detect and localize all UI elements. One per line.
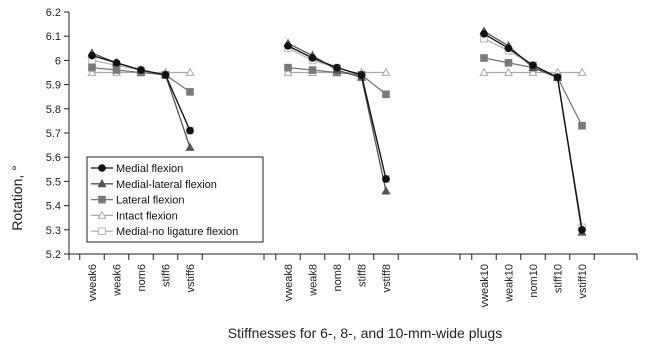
- point-intact-flexion-vweak8: [283, 67, 293, 76]
- point-lateral-flexion-vweak8: [284, 63, 292, 72]
- point-medial-flexion-vweak10: [480, 29, 488, 38]
- point-intact-flexion-vweak10: [479, 67, 489, 76]
- point-medial-lateral-flexion-vstiff6: [185, 142, 195, 151]
- point-medial-flexion-weak8: [308, 54, 317, 62]
- point-lateral-flexion-vstiff10: [578, 121, 586, 130]
- point-medial-flexion-stiff6: [161, 71, 170, 79]
- point-medial-flexion-vstiff8: [382, 175, 390, 183]
- point-intact-flexion-weak10: [503, 67, 514, 76]
- point-medial-flexion-vstiff6: [186, 126, 194, 135]
- legend-marker-medial-lateral-flexion: [97, 178, 107, 188]
- x-tick-label-nom6: nom6: [136, 264, 148, 292]
- y-tick-label-2: 5.4: [46, 201, 61, 213]
- point-lateral-flexion-weak10: [504, 59, 513, 67]
- x-tick-label-vstiff10: vstiff10: [577, 264, 589, 299]
- point-lateral-flexion-weak6: [112, 66, 121, 74]
- point-lateral-flexion-weak8: [308, 66, 317, 74]
- x-tick-label-vstiff6: vstiff6: [185, 264, 197, 293]
- x-tick-label-stiff6: stiff6: [161, 264, 173, 287]
- legend-marker-intact-flexion: [97, 210, 107, 219]
- x-tick-label-vweak6: vweak6: [87, 264, 99, 301]
- point-intact-flexion-vstiff8: [381, 67, 391, 76]
- legend-marker-medial-no-ligature-flexion: [98, 227, 106, 235]
- legend-label-lateral-flexion: Lateral flexion: [116, 195, 185, 207]
- x-tick-label-nom8: nom8: [332, 264, 344, 292]
- point-intact-flexion-vstiff10: [577, 67, 587, 76]
- y-tick-label-8: 6: [55, 55, 61, 67]
- x-tick-label-weak6: weak6: [112, 264, 124, 297]
- point-lateral-flexion-vweak10: [480, 54, 488, 62]
- y-tick-label-1: 5.3: [46, 225, 61, 237]
- series-layer: [87, 26, 587, 236]
- point-intact-flexion-vstiff6: [185, 67, 195, 76]
- point-medial-flexion-vweak8: [284, 42, 292, 50]
- y-tick-label-6: 5.8: [46, 104, 61, 116]
- y-tick-label-3: 5.5: [46, 176, 61, 188]
- point-medial-flexion-weak10: [504, 44, 513, 53]
- y-tick-label-9: 6.1: [46, 31, 61, 43]
- point-medial-flexion-weak6: [112, 59, 121, 67]
- y-axis-title: Rotation, °: [9, 165, 25, 231]
- legend: Medial flexion Medial-lateral flexion Late…: [86, 156, 264, 243]
- x-tick-label-vstiff8: vstiff8: [381, 264, 393, 293]
- point-intact-flexion-vweak6: [87, 67, 97, 76]
- series-medial-flexion: [88, 29, 586, 234]
- point-intact-flexion-nom10: [528, 67, 538, 76]
- y-tick-label-4: 5.6: [46, 152, 61, 164]
- point-medial-flexion-nom10: [529, 61, 537, 70]
- point-medial-flexion-nom8: [333, 63, 341, 72]
- point-medial-flexion-nom6: [137, 66, 145, 74]
- y-tick-label-7: 5.9: [46, 80, 61, 92]
- point-medial-flexion-stiff10: [553, 73, 562, 82]
- x-tick-label-weak8: weak8: [308, 264, 320, 297]
- point-lateral-flexion-vstiff6: [186, 88, 194, 96]
- y-tick-label-5: 5.7: [46, 128, 61, 140]
- legend-label-medial-flexion: Medial flexion: [116, 163, 183, 175]
- y-axis: 5.2 5.3 5.4 5.5 5.6 5.7 5.8 5.9 6 6.1 6.2: [46, 7, 70, 261]
- x-tick-label-weak10: weak10: [504, 264, 516, 303]
- point-lateral-flexion-vweak6: [88, 63, 96, 72]
- legend-label-intact-flexion: Intact flexion: [116, 210, 178, 222]
- point-lateral-flexion-vstiff8: [382, 90, 390, 99]
- point-medial-flexion-vstiff10: [578, 226, 586, 234]
- legend-label-medial-no-ligature-flexion: Medial-no ligature flexion: [116, 226, 238, 238]
- point-medial-flexion-stiff8: [357, 71, 366, 79]
- x-tick-label-vweak8: vweak8: [283, 264, 295, 301]
- y-tick-label-0: 5.2: [46, 249, 61, 261]
- x-tick-label-nom10: nom10: [528, 264, 540, 298]
- x-tick-label-stiff8: stiff8: [357, 264, 369, 287]
- x-axis: vweak6 weak6 nom6 stiff6 vstiff6 vweak8 weak8 n…: [68, 253, 638, 307]
- point-medial-flexion-vweak6: [88, 51, 96, 60]
- legend-marker-medial-flexion: [98, 164, 106, 172]
- x-axis-title: Stiffnesses for 6-, 8-, and 10-mm-wide p…: [228, 325, 502, 341]
- x-tick-label-vweak10: vweak10: [479, 264, 491, 307]
- point-medial-lateral-flexion-vstiff8: [381, 186, 391, 195]
- legend-label-medial-lateral-flexion: Medial-lateral flexion: [116, 179, 217, 191]
- y-tick-label-10: 6.2: [46, 7, 61, 19]
- legend-marker-lateral-flexion: [98, 195, 106, 204]
- legend-box: [86, 156, 264, 243]
- x-tick-label-stiff10: stiff10: [553, 264, 565, 293]
